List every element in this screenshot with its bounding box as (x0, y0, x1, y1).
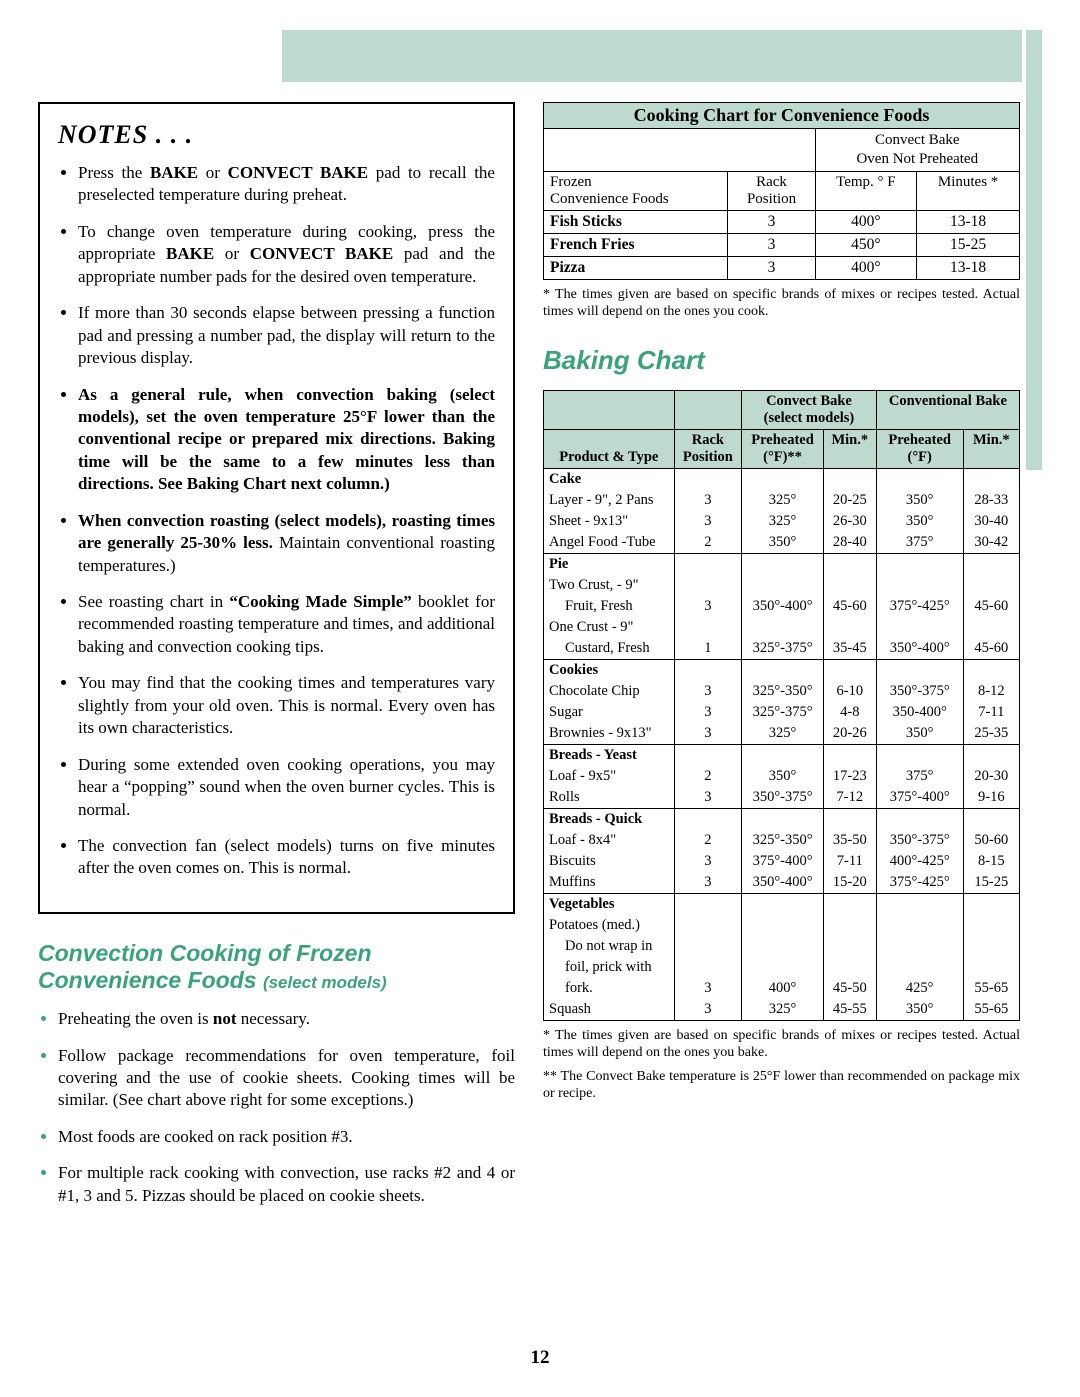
bake-h-conventional: Conventional Bake (876, 390, 1019, 429)
bake-row: Muffins3350°-400°15-20375°-425°15-25 (544, 872, 1020, 894)
convection-item: For multiple rack cooking with convectio… (58, 1162, 515, 1207)
bake-category-row: Pie (544, 553, 1020, 575)
bake-h-preB: Preheated(°F) (876, 429, 963, 468)
conv-chart-footnote: * The times given are based on specific … (543, 286, 1020, 321)
conv-row: French Fries3450°15-25 (544, 233, 1020, 256)
bake-category-row: Breads - Yeast (544, 744, 1020, 766)
notes-item: When convection roasting (select models)… (78, 510, 495, 577)
conv-col-rack: RackPosition (728, 171, 815, 210)
bake-row: Fruit, Fresh3350°-400°45-60375°-425°45-6… (544, 596, 1020, 617)
bake-category-row: Breads - Quick (544, 808, 1020, 830)
bake-row: Layer - 9", 2 Pans3325°20-25350°28-33 (544, 490, 1020, 511)
bake-row: fork.3400°45-50425°55-65 (544, 978, 1020, 999)
convection-subtitle: (select models) (263, 973, 387, 992)
bake-row: Custard, Fresh1325°-375°35-45350°-400°45… (544, 638, 1020, 660)
convection-item: Follow package recommendations for oven … (58, 1045, 515, 1112)
notes-item: During some extended oven cooking operat… (78, 754, 495, 821)
conv-chart-topright: Convect BakeOven Not Preheated (815, 129, 1019, 172)
bake-row: Biscuits3375°-400°7-11400°-425°8-15 (544, 851, 1020, 872)
bake-row: Sheet - 9x13"3325°26-30350°30-40 (544, 511, 1020, 532)
notes-title: NOTES . . . (58, 120, 495, 150)
notes-item: To change oven temperature during cookin… (78, 221, 495, 288)
bake-category-row: Cookies (544, 659, 1020, 681)
conv-chart-title: Cooking Chart for Convenience Foods (544, 103, 1020, 129)
bake-h-minB: Min.* (963, 429, 1019, 468)
conv-row: Fish Sticks3400°13-18 (544, 210, 1020, 233)
notes-box: NOTES . . . Press the BAKE or CONVECT BA… (38, 102, 515, 914)
bake-h-convect: Convect Bake(select models) (742, 390, 877, 429)
bake-category-row: Vegetables (544, 893, 1020, 915)
bake-row: Loaf - 9x5"2350°17-23375°20-30 (544, 766, 1020, 787)
bake-row: Chocolate Chip3325°-350°6-10350°-375°8-1… (544, 681, 1020, 702)
bake-row: Rolls3350°-375°7-12375°-400°9-16 (544, 787, 1020, 809)
bake-row: Loaf - 8x4"2325°-350°35-50350°-375°50-60 (544, 830, 1020, 851)
conv-row: Pizza3400°13-18 (544, 256, 1020, 279)
notes-item: You may find that the cooking times and … (78, 672, 495, 739)
bake-category-row: Cake (544, 468, 1020, 490)
bake-h-rack: RackPosition (674, 429, 742, 468)
conv-col-foods: FrozenConvenience Foods (544, 171, 728, 210)
decor-top-bar (282, 30, 1022, 82)
conv-col-min: Minutes * (917, 171, 1020, 210)
bake-row: Brownies - 9x13"3325°20-26350°25-35 (544, 723, 1020, 745)
bake-footnote-2: ** The Convect Bake temperature is 25°F … (543, 1068, 1020, 1103)
convenience-chart-table: Cooking Chart for Convenience Foods Conv… (543, 102, 1020, 280)
bake-h-preA: Preheated(°F)** (742, 429, 824, 468)
notes-item: Press the BAKE or CONVECT BAKE pad to re… (78, 162, 495, 207)
bake-row: Two Crust, - 9" (544, 575, 1020, 596)
page-number: 12 (0, 1347, 1080, 1369)
bake-h-product: Product & Type (544, 429, 675, 468)
conv-col-temp: Temp. ° F (815, 171, 917, 210)
bake-row: One Crust - 9" (544, 617, 1020, 638)
convection-item: Most foods are cooked on rack position #… (58, 1126, 515, 1148)
notes-item: As a general rule, when convection bakin… (78, 384, 495, 496)
notes-item: If more than 30 seconds elapse between p… (78, 302, 495, 369)
bake-h-minA: Min.* (823, 429, 876, 468)
bake-row: Sugar3325°-375°4-8350-400°7-11 (544, 702, 1020, 723)
convection-item: Preheating the oven is not necessary. (58, 1008, 515, 1030)
bake-footnote-1: * The times given are based on specific … (543, 1027, 1020, 1062)
notes-list: Press the BAKE or CONVECT BAKE pad to re… (58, 162, 495, 880)
convection-list: Preheating the oven is not necessary. Fol… (38, 1008, 515, 1207)
bake-row: foil, prick with (544, 957, 1020, 978)
bake-row: Angel Food -Tube2350°28-40375°30-42 (544, 532, 1020, 554)
notes-item: See roasting chart in “Cooking Made Simp… (78, 591, 495, 658)
bake-row: Do not wrap in (544, 936, 1020, 957)
baking-chart-table: Convect Bake(select models) Conventional… (543, 390, 1020, 1021)
baking-chart-heading: Baking Chart (543, 345, 1020, 376)
bake-row: Squash3325°45-55350°55-65 (544, 999, 1020, 1021)
convection-section-title: Convection Cooking of Frozen Convenience… (38, 940, 515, 994)
bake-row: Potatoes (med.) (544, 915, 1020, 936)
notes-item: The convection fan (select models) turns… (78, 835, 495, 880)
